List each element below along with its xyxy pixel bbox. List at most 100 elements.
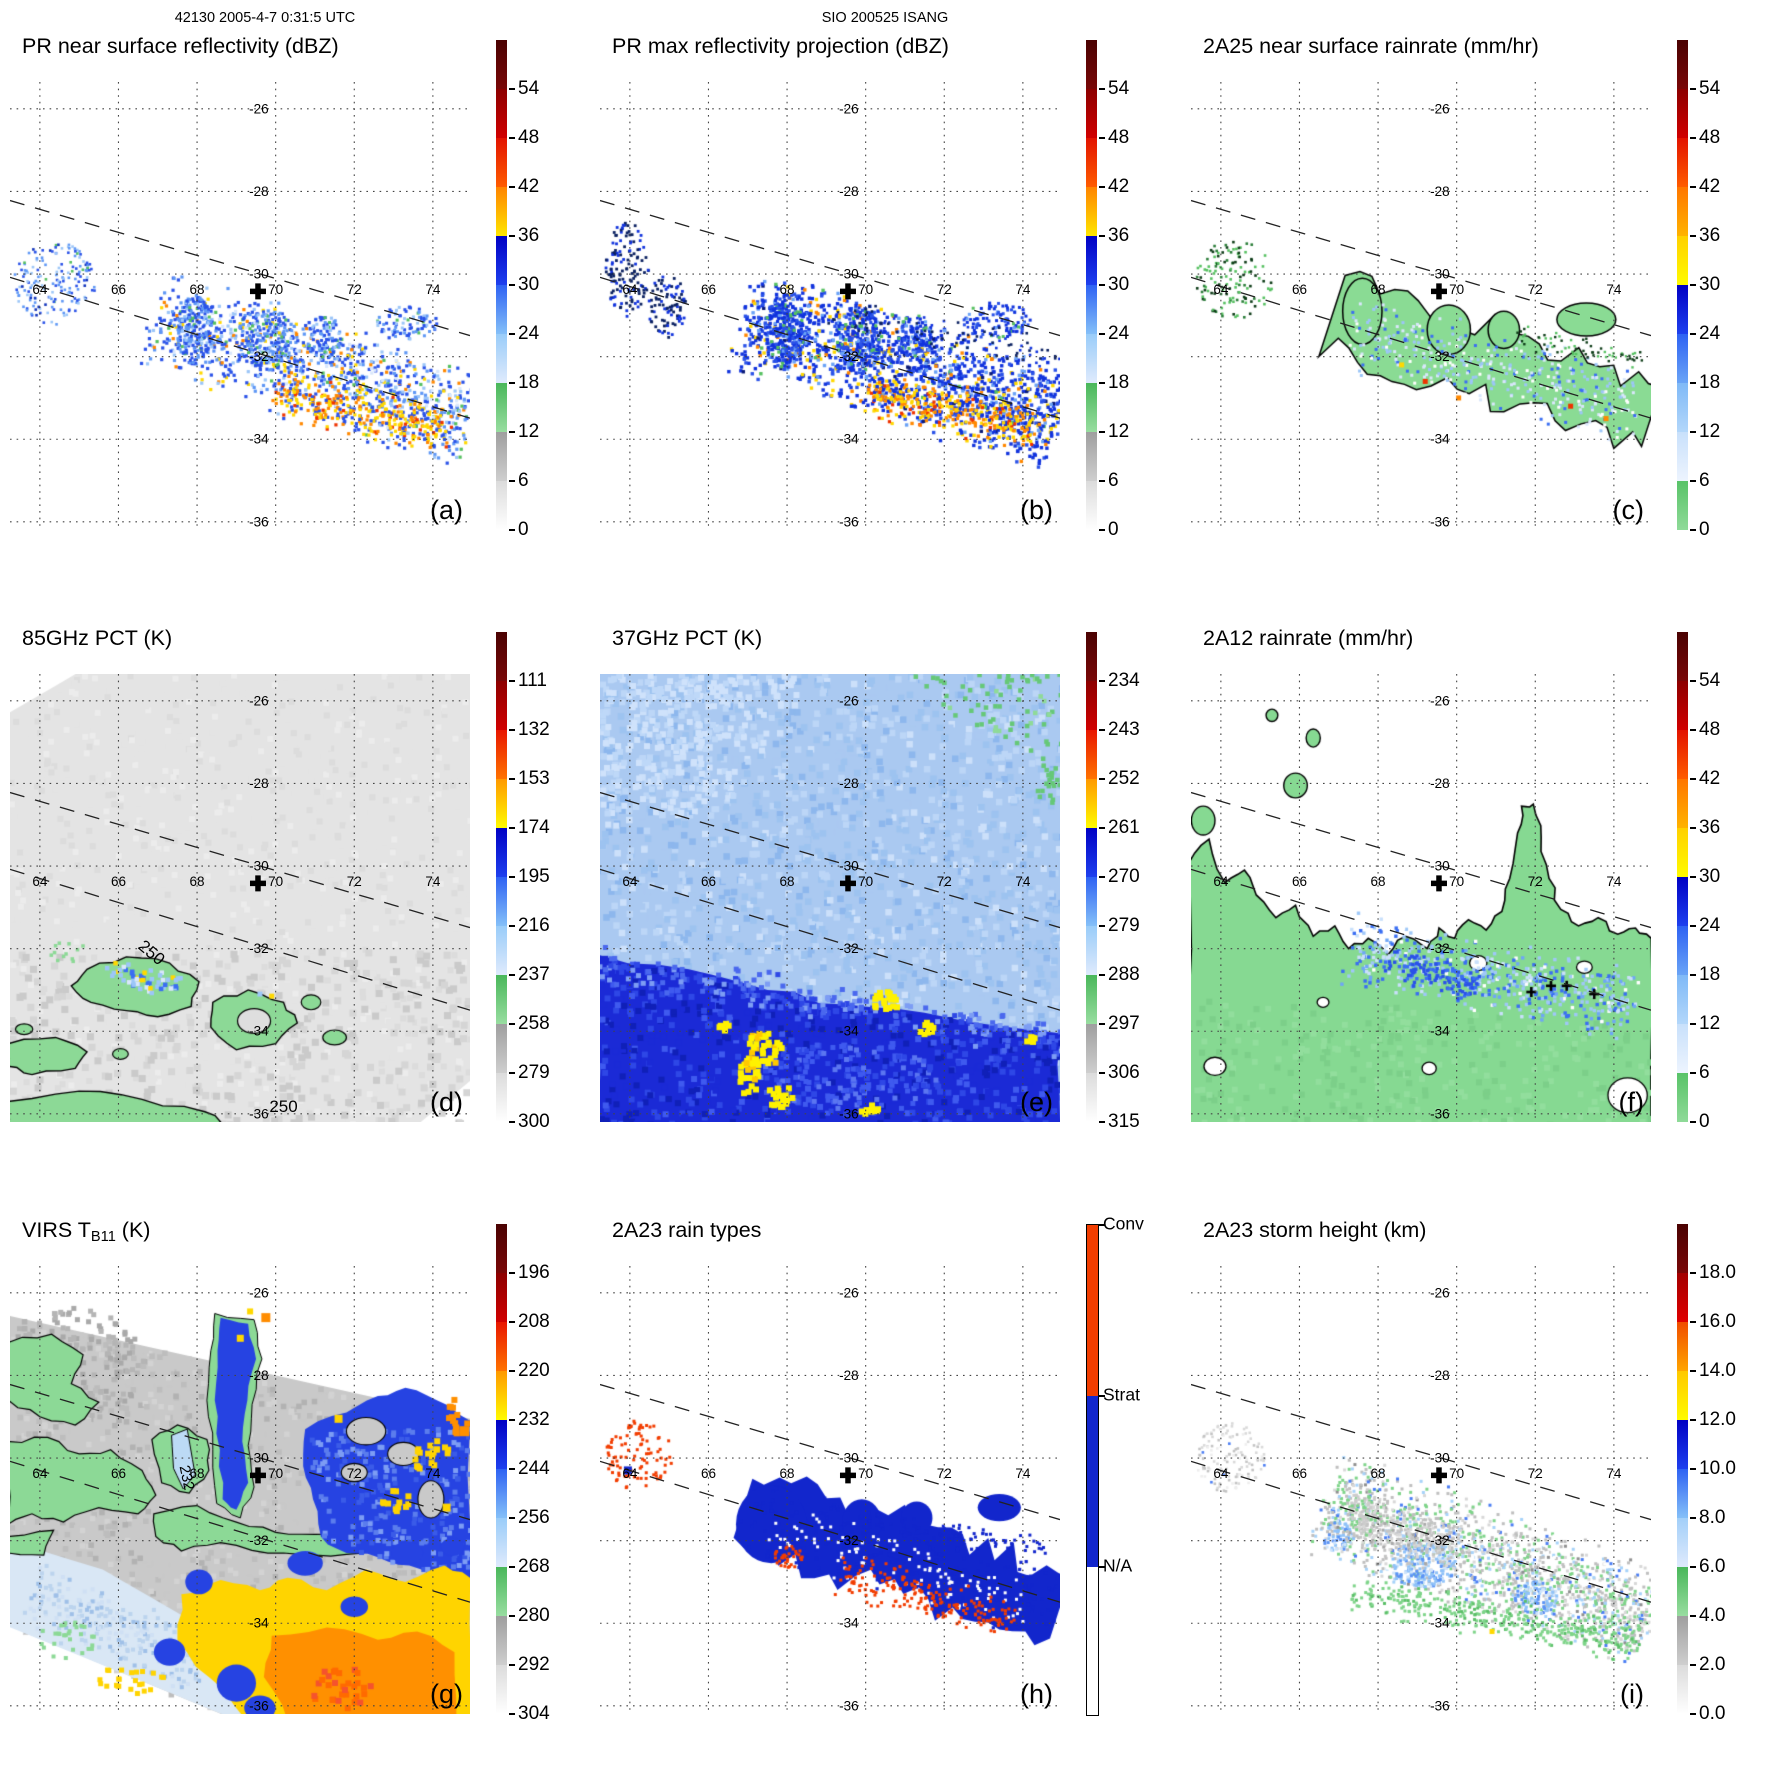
colorbar-tick-label: 288 [1108, 964, 1140, 985]
colorbar-bands [1086, 40, 1097, 530]
map-overlay-f: 64 66 68 70 72 74 -26 -28 -30 -32 -34 -36 (f) [1191, 674, 1651, 1122]
colorbar-band [1677, 187, 1688, 236]
lon-tick-label: 72 [1528, 1466, 1543, 1481]
colorbar-tick-label: 0 [518, 519, 529, 540]
lat-tick-label: -36 [839, 1698, 859, 1713]
colorbar-tick-label: 12 [518, 421, 540, 442]
colorbar-tick-label: 153 [518, 768, 550, 789]
colorbar-tick-label: 36 [1108, 225, 1130, 246]
colorbar-tick-mark [509, 1566, 515, 1568]
lat-tick-label: -36 [1430, 514, 1450, 529]
colorbar-tick-mark [509, 235, 515, 237]
colorbar-band [1677, 975, 1688, 1024]
lat-tick-label: -26 [249, 693, 269, 708]
colorbar-tick-mark [509, 382, 515, 384]
colorbar-tick-label: 18 [518, 372, 540, 393]
lon-tick-label: 72 [937, 1466, 952, 1481]
colorbar-tick-mark [1690, 1272, 1696, 1274]
lon-tick-label: 64 [622, 874, 638, 889]
lat-tick-label: -28 [249, 184, 269, 199]
lon-tick-label: 72 [937, 874, 952, 889]
colorbar-tick-label: 195 [518, 866, 550, 887]
lon-tick-label: 66 [701, 282, 716, 297]
colorbar-band [496, 236, 507, 285]
colorbar-band [1086, 383, 1097, 432]
lat-tick-label: -30 [249, 267, 269, 282]
colorbar-band [1086, 877, 1097, 926]
swath-edge-line [1191, 276, 1651, 419]
crosshair-marker [1430, 283, 1447, 300]
panel-title-f: 2A12 rainrate (mm/hr) [1203, 626, 1414, 650]
swath-edge-line [10, 791, 470, 929]
lon-tick-label: 68 [780, 282, 795, 297]
colorbar-band [1677, 40, 1688, 89]
colorbar-tick-mark [509, 827, 515, 829]
panel-letter: (b) [1020, 495, 1053, 525]
colorbar-tick-mark [509, 1517, 515, 1519]
crosshair-marker [249, 283, 266, 300]
colorbar-band [1086, 138, 1097, 187]
colorbar-tick-label: 18.0 [1699, 1262, 1736, 1283]
colorbar-band [1086, 236, 1097, 285]
colorbar-tick-mark [1099, 1566, 1105, 1568]
swath-edge-line [10, 1383, 470, 1521]
lat-tick-label: -26 [1430, 1285, 1450, 1300]
colorbar-tick-label: 279 [1108, 915, 1140, 936]
colorbar-tick-mark [509, 1615, 515, 1617]
colorbar-tick-label: 258 [518, 1013, 550, 1034]
lon-tick-label: 72 [1528, 874, 1543, 889]
colorbar-tick-mark [1690, 431, 1696, 433]
colorbar-tick-mark [1690, 284, 1696, 286]
panel-title-a: PR near surface reflectivity (dBZ) [22, 34, 339, 58]
lat-tick-label: -32 [839, 1533, 859, 1548]
panel-title-subscript: B11 [90, 1229, 116, 1245]
header-center-title: SIO 200525 ISANG [821, 10, 949, 26]
crosshair-marker [249, 875, 266, 892]
lat-tick-label: -26 [839, 101, 859, 116]
lat-tick-label: -34 [1430, 432, 1450, 447]
colorbar-band [496, 877, 507, 926]
colorbar-segment-strat [1087, 1396, 1098, 1567]
panel-title-text: (K) [115, 1218, 151, 1242]
panel-a: PR near surface reflectivity (dBZ) 64 66 68… [0, 0, 590, 592]
colorbar-band [1677, 1518, 1688, 1567]
colorbar-tick-label: 6.0 [1699, 1556, 1726, 1577]
panel-letter: (d) [430, 1087, 463, 1117]
colorbar-tick-label: 48 [1108, 127, 1130, 148]
map-canvas-e [600, 674, 1060, 1122]
lon-tick-label: 66 [1292, 1466, 1307, 1481]
lon-tick-label: 70 [1449, 282, 1464, 297]
colorbar-band [1677, 926, 1688, 975]
colorbar-tick-mark [509, 137, 515, 139]
colorbar-band [1086, 828, 1097, 877]
colorbar-tick-mark [1690, 1468, 1696, 1470]
colorbar-tick-mark [1690, 1072, 1696, 1074]
colorbar-tick-mark [509, 974, 515, 976]
colorbar-band [1677, 481, 1688, 530]
lat-tick-label: -32 [839, 941, 859, 956]
colorbar-tick-label: 48 [1699, 719, 1721, 740]
panel-e: 37GHz PCT (K) 64 66 68 70 72 74 -26 -28 -30 -32 -34… [590, 592, 1180, 1184]
colorbar-tick-label: 297 [1108, 1013, 1140, 1034]
lat-tick-label: -32 [249, 941, 269, 956]
panel-letter: (f) [1619, 1087, 1644, 1117]
lat-tick-label: -26 [839, 1285, 859, 1300]
colorbar-band [1086, 632, 1097, 681]
colorbar-band [1086, 285, 1097, 334]
colorbar-tick-mark [1690, 333, 1696, 335]
colorbar-e: 234 243 252 261 270 279 288 297 306 315 [1086, 632, 1180, 1144]
colorbar-tick-label: 196 [518, 1262, 550, 1283]
colorbar-band [1677, 1616, 1688, 1665]
colorbar-tick-label: 18 [1699, 964, 1721, 985]
lon-tick-label: 74 [1606, 874, 1622, 889]
lat-tick-label: -34 [839, 432, 859, 447]
panel-title-text: VIRS T [22, 1218, 91, 1242]
colorbar-band [1677, 730, 1688, 779]
panel-title-g: VIRS TB11 (K) [22, 1218, 150, 1245]
colorbar-tick-label: 24 [518, 323, 540, 344]
colorbar-band [496, 138, 507, 187]
colorbar-tick-label: 12 [1699, 421, 1721, 442]
colorbar-band [496, 1224, 507, 1273]
lon-tick-label: 70 [268, 874, 283, 889]
colorbar-tick-mark [1690, 382, 1696, 384]
